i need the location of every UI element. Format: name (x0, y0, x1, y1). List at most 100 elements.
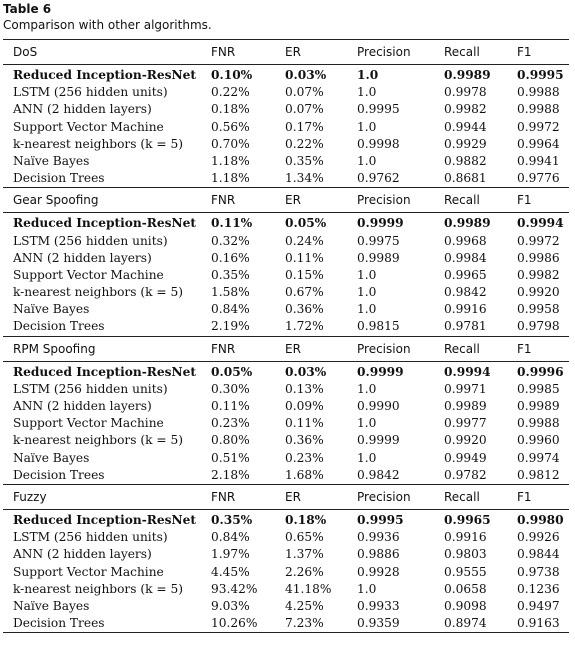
method-name: Decision Trees (13, 467, 105, 482)
metric-value: 0.9941 (517, 153, 560, 168)
column-header: Precision (357, 341, 411, 356)
metric-value: 1.18% (211, 153, 250, 168)
table-row: Naïve Bayes 0.51% 0.23% 1.0 0.9949 0.9974 (3, 450, 569, 467)
metric-value: 0.9986 (517, 250, 560, 265)
metric-value: 0.9555 (444, 564, 487, 579)
metric-value: 1.0 (357, 285, 377, 300)
metric-value: 0.23% (211, 416, 250, 431)
column-header: Precision (357, 193, 411, 208)
metric-value: 0.07% (285, 102, 324, 117)
metric-value: 0.9982 (517, 267, 560, 282)
metric-value: 0.8974 (444, 616, 487, 631)
section-header-row: Gear Spoofing FNR ER Precision Recall F1 (3, 188, 569, 214)
table-row: Decision Trees 10.26% 7.23% 0.9359 0.8974 0.9… (3, 615, 569, 632)
metric-value: 0.09% (285, 399, 324, 413)
method-name: Decision Trees (13, 171, 105, 186)
metric-value: 0.9964 (517, 136, 560, 151)
metric-value: 0.05% (211, 364, 253, 379)
table-subtitle: Comparison with other algorithms. (3, 18, 212, 32)
metric-value: 7.23% (285, 616, 324, 631)
method-name: Naïve Bayes (13, 302, 90, 317)
metric-value: 0.9998 (357, 136, 400, 151)
column-header: F1 (517, 341, 532, 356)
metric-value: 0.9842 (444, 285, 487, 300)
metric-value: 0.11% (211, 216, 253, 231)
metric-value: 0.9886 (357, 547, 400, 562)
metric-value: 0.30% (211, 381, 250, 396)
metric-value: 0.9999 (357, 433, 400, 448)
table-row: ANN (2 hidden layers) 0.18% 0.07% 0.9995 0.9… (3, 101, 569, 118)
table-row: Decision Trees 2.18% 1.68% 0.9842 0.9782 0.98… (3, 467, 569, 484)
metric-value: 0.9936 (357, 530, 400, 545)
metric-value: 0.9098 (444, 598, 487, 613)
column-header: Precision (357, 45, 411, 59)
metric-value: 4.25% (285, 598, 324, 613)
metric-value: 1.0 (357, 153, 377, 168)
column-header: Recall (444, 45, 480, 59)
metric-value: 0.9972 (517, 233, 560, 248)
column-header: Recall (444, 193, 480, 208)
section-name: RPM Spoofing (13, 341, 96, 356)
metric-value: 0.9960 (517, 433, 560, 448)
metric-value: 0.18% (211, 102, 250, 117)
metric-value: 0.9996 (517, 364, 564, 379)
table-row: Decision Trees 1.18% 1.34% 0.9762 0.8681 0.97… (3, 170, 569, 187)
table-row: ANN (2 hidden layers) 0.11% 0.09% 0.9990 0.9… (3, 398, 569, 415)
metric-value: 0.9776 (517, 171, 560, 186)
table-row: ANN (2 hidden layers) 1.97% 1.37% 0.9886 0.9… (3, 546, 569, 563)
column-header: F1 (517, 489, 532, 504)
table-caption: Table 6 Comparison with other algorithms… (3, 1, 212, 33)
table-section: Gear Spoofing FNR ER Precision Recall F1 Reduc… (3, 187, 569, 335)
table-row: LSTM (256 hidden units) 0.84% 0.65% 0.9936 0… (3, 529, 569, 546)
table-row: Reduced Inception-ResNet 0.05% 0.03% 0.9999… (3, 364, 569, 381)
metric-value: 0.9999 (357, 364, 404, 379)
comparison-table: DoS FNR ER Precision Recall F1 Reduced Incepti… (3, 39, 569, 634)
metric-value: 41.18% (285, 581, 332, 596)
metric-value: 0.9977 (444, 416, 487, 431)
metric-value: 93.42% (211, 581, 258, 596)
metric-value: 0.9933 (357, 598, 400, 613)
column-header: ER (285, 193, 301, 208)
metric-value: 9.03% (211, 598, 250, 613)
metric-value: 0.9958 (517, 302, 560, 317)
metric-value: 0.9995 (517, 68, 564, 82)
method-name: k-nearest neighbors (k = 5) (13, 433, 183, 448)
metric-value: 0.16% (211, 250, 250, 265)
column-header: F1 (517, 193, 532, 208)
table-row: LSTM (256 hidden units) 0.22% 0.07% 1.0 0.99… (3, 84, 569, 101)
metric-value: 0.9982 (444, 102, 487, 117)
table-row: k-nearest neighbors (k = 5) 1.58% 0.67% 1.0… (3, 284, 569, 301)
metric-value: 2.19% (211, 319, 250, 334)
metric-value: 0.9882 (444, 153, 487, 168)
metric-value: 0.1236 (517, 581, 560, 596)
column-header: ER (285, 45, 301, 59)
metric-value: 0.9975 (357, 233, 400, 248)
method-name: ANN (2 hidden layers) (13, 399, 152, 413)
method-name: Naïve Bayes (13, 450, 90, 465)
section-header-row: RPM Spoofing FNR ER Precision Recall F1 (3, 337, 569, 362)
metric-value: 0.9988 (517, 85, 560, 100)
metric-value: 0.9812 (517, 467, 560, 482)
metric-value: 0.9944 (444, 119, 487, 134)
metric-value: 0.9968 (444, 233, 487, 248)
method-name: ANN (2 hidden layers) (13, 250, 152, 265)
table-section: DoS FNR ER Precision Recall F1 Reduced Incepti… (3, 40, 569, 187)
metric-value: 1.0 (357, 302, 377, 317)
metric-value: 0.36% (285, 302, 324, 317)
metric-value: 0.03% (285, 364, 327, 379)
metric-value: 0.9916 (444, 302, 487, 317)
table-row: Support Vector Machine 0.23% 0.11% 1.0 0.997… (3, 415, 569, 432)
column-header: Recall (444, 341, 480, 356)
metric-value: 0.24% (285, 233, 324, 248)
metric-value: 0.9971 (444, 381, 487, 396)
metric-value: 0.9989 (444, 399, 487, 413)
metric-value: 1.0 (357, 267, 377, 282)
metric-value: 0.9497 (517, 598, 560, 613)
table-row: Reduced Inception-ResNet 0.11% 0.05% 0.9999… (3, 215, 569, 232)
metric-value: 0.32% (211, 233, 250, 248)
metric-value: 0.35% (211, 267, 250, 282)
metric-value: 0.18% (285, 512, 327, 527)
method-name: Support Vector Machine (13, 119, 164, 134)
metric-value: 0.9798 (517, 319, 560, 334)
metric-value: 1.0 (357, 119, 377, 134)
